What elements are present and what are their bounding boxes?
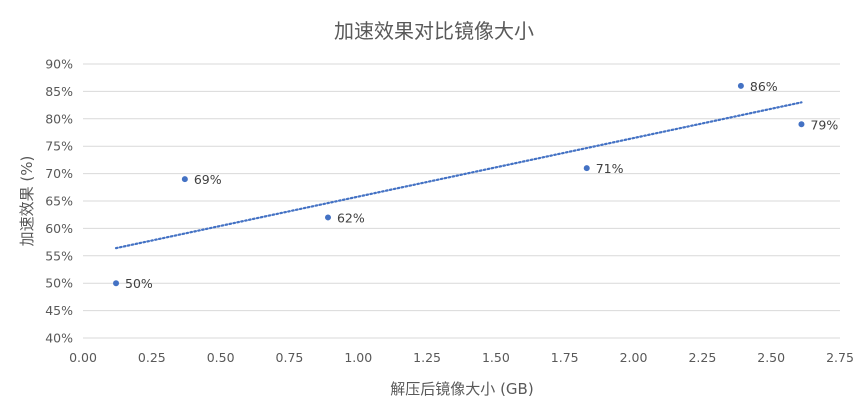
y-tick-label: 45% bbox=[45, 303, 73, 318]
x-tick-label: 2.25 bbox=[688, 350, 716, 365]
data-point bbox=[798, 121, 805, 128]
x-tick-label: 0.00 bbox=[69, 350, 97, 365]
y-tick-label: 75% bbox=[45, 139, 73, 154]
x-tick-label: 1.00 bbox=[344, 350, 372, 365]
x-tick-label: 0.25 bbox=[138, 350, 166, 365]
x-tick-label: 0.50 bbox=[207, 350, 235, 365]
data-point bbox=[324, 214, 331, 221]
x-axis-ticks: 0.00 0.25 0.50 0.75 1.00 1.25 1.50 1.75 2.00 2.25… bbox=[69, 350, 854, 365]
x-tick-label: 2.50 bbox=[757, 350, 785, 365]
data-point bbox=[737, 82, 744, 89]
data-label: 79% bbox=[810, 117, 838, 132]
chart-title: 加速效果对比镜像大小 bbox=[334, 19, 534, 43]
y-tick-label: 80% bbox=[45, 111, 73, 126]
x-tick-label: 2.75 bbox=[826, 350, 854, 365]
data-label: 69% bbox=[194, 172, 222, 187]
y-tick-label: 55% bbox=[45, 248, 73, 263]
x-axis-title: 解压后镜像大小 (GB) bbox=[390, 380, 533, 398]
data-label: 71% bbox=[596, 161, 624, 176]
y-tick-label: 60% bbox=[45, 221, 73, 236]
data-label: 50% bbox=[125, 276, 153, 291]
data-label: 86% bbox=[750, 79, 778, 94]
trendline-layer bbox=[114, 101, 803, 250]
x-tick-label: 1.50 bbox=[482, 350, 510, 365]
x-tick-label: 1.75 bbox=[551, 350, 579, 365]
y-tick-label: 90% bbox=[45, 57, 73, 72]
y-axis-ticks: 40% 45% 50% 55% 60% 65% 70% 75% 80% 85% 90% bbox=[45, 57, 73, 346]
gridlines bbox=[83, 63, 840, 339]
y-tick-label: 70% bbox=[45, 166, 73, 181]
x-tick-label: 0.75 bbox=[276, 350, 304, 365]
y-axis-title: 加速效果 (%) bbox=[18, 156, 36, 247]
data-point bbox=[583, 165, 590, 172]
y-tick-label: 40% bbox=[45, 331, 73, 346]
x-tick-label: 1.25 bbox=[413, 350, 441, 365]
linear-trendline bbox=[114, 101, 803, 250]
y-tick-label: 50% bbox=[45, 276, 73, 291]
y-tick-label: 85% bbox=[45, 84, 73, 99]
y-tick-label: 65% bbox=[45, 194, 73, 209]
data-label: 62% bbox=[337, 210, 365, 225]
data-points bbox=[113, 82, 805, 287]
data-point bbox=[113, 280, 120, 287]
data-point bbox=[181, 176, 188, 183]
data-labels: 50% 69% 62% 71% 86% 79% bbox=[125, 79, 838, 291]
x-tick-label: 2.00 bbox=[620, 350, 648, 365]
